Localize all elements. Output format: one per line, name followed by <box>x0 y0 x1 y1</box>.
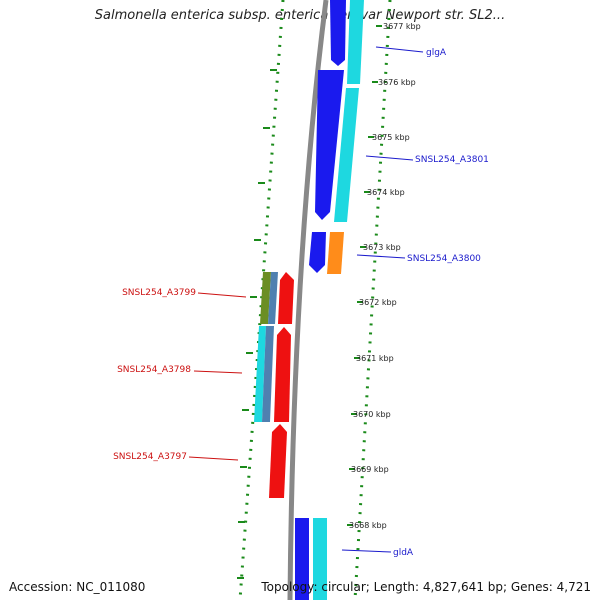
gene-A3798-red[interactable] <box>274 327 291 422</box>
forward-strand-genes <box>295 0 364 600</box>
reverse-strand-genes <box>254 272 294 498</box>
tick-3674: 3674 kbp <box>367 188 405 197</box>
label-gldA[interactable]: gldA <box>393 548 414 558</box>
label-SNSL254_A3800[interactable]: SNSL254_A3800 <box>407 254 481 264</box>
tick-3671: 3671 kbp <box>356 354 394 363</box>
tick-3672: 3672 kbp <box>359 298 397 307</box>
gene-A3800-blue[interactable] <box>309 232 326 273</box>
label-SNSL254_A3798[interactable]: SNSL254_A3798 <box>117 365 191 375</box>
inner-dotted-track <box>238 0 285 600</box>
outer-dotted-track <box>353 0 392 600</box>
position-ticks: 3677 kbp 3676 kbp 3675 kbp 3674 kbp 3673… <box>347 22 421 530</box>
gene-A3801-cyan[interactable] <box>334 88 359 222</box>
label-SNSL254_A3797[interactable]: SNSL254_A3797 <box>113 452 187 462</box>
gene-gldA-blue[interactable] <box>295 518 309 600</box>
accession-text: Accession: NC_011080 <box>9 580 146 594</box>
inner-track-dashes <box>237 69 277 579</box>
topology-text: Topology: circular; Length: 4,827,641 bp… <box>261 580 591 594</box>
gene-A3798-steel[interactable] <box>262 326 274 422</box>
label-glgA[interactable]: glgA <box>426 48 447 58</box>
label-SNSL254_A3799[interactable]: SNSL254_A3799 <box>122 288 196 298</box>
gene-glgA-cyan[interactable] <box>347 0 364 84</box>
gene-A3800-orange[interactable] <box>327 232 344 274</box>
genome-title: Salmonella enterica subsp. enterica sero… <box>94 8 506 23</box>
tick-3676: 3676 kbp <box>378 78 416 87</box>
reverse-gene-labels: SNSL254_A3799 SNSL254_A3798 SNSL254_A379… <box>113 288 247 462</box>
tick-3673: 3673 kbp <box>363 243 401 252</box>
gene-gldA-cyan[interactable] <box>313 518 327 600</box>
genome-backbone <box>287 0 329 600</box>
gene-A3799-red[interactable] <box>278 272 294 324</box>
gene-glgA-arrow[interactable] <box>330 0 346 66</box>
gene-A3799-steel[interactable] <box>268 272 278 324</box>
gene-A3801-blue[interactable] <box>315 70 344 220</box>
gene-A3799-olive[interactable] <box>260 272 271 324</box>
tick-3668: 3668 kbp <box>349 521 387 530</box>
tick-3675: 3675 kbp <box>372 133 410 142</box>
gene-A3797-red[interactable] <box>269 424 287 498</box>
label-SNSL254_A3801[interactable]: SNSL254_A3801 <box>415 155 489 165</box>
tick-3677: 3677 kbp <box>383 22 421 31</box>
forward-gene-labels: glgA SNSL254_A3801 SNSL254_A3800 gldA <box>341 46 489 558</box>
tick-3669: 3669 kbp <box>351 465 389 474</box>
tick-3670: 3670 kbp <box>353 410 391 419</box>
